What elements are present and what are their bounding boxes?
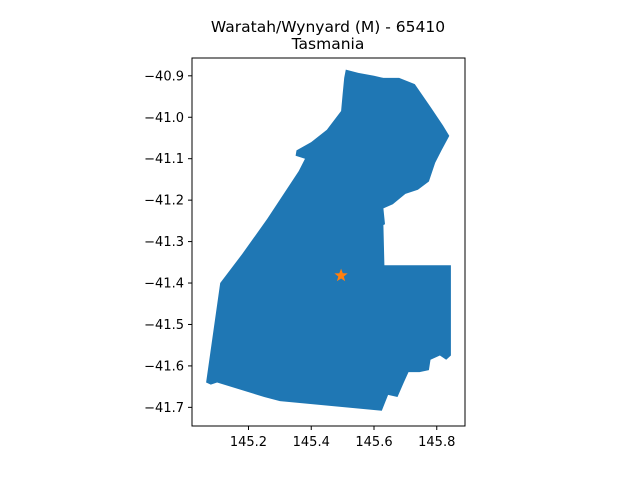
x-tick-label: 145.4: [293, 435, 330, 450]
y-tick-label: −40.9: [144, 69, 184, 84]
y-tick-label: −41.0: [144, 111, 184, 126]
y-axis: −40.9 −41.0 −41.1 −41.2 −41.3 −41.4 −41.5 −41.6…: [144, 69, 192, 416]
y-tick-label: −41.4: [144, 277, 184, 292]
y-tick-label: −41.3: [144, 235, 184, 250]
x-tick-label: 145.8: [418, 435, 455, 450]
x-axis: 145.2 145.4 145.6 145.8: [230, 426, 455, 450]
y-tick-label: −41.7: [144, 401, 184, 416]
map-title-line1: Waratah/Wynyard (M) - 65410: [211, 18, 445, 36]
centroid-star-marker: [334, 268, 348, 282]
y-tick-label: −41.5: [144, 318, 184, 333]
map-title-line2: Tasmania: [291, 35, 365, 53]
x-tick-label: 145.6: [355, 435, 392, 450]
y-tick-label: −41.6: [144, 359, 184, 374]
plot-area: [206, 69, 451, 411]
x-tick-label: 145.2: [230, 435, 267, 450]
y-tick-label: −41.1: [144, 152, 184, 167]
y-tick-label: −41.2: [144, 194, 184, 209]
region-polygon: [206, 69, 451, 411]
